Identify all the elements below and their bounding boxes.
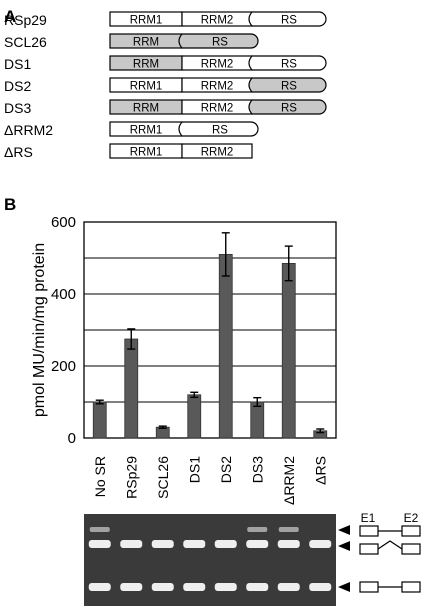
gel-band-control — [88, 583, 111, 591]
gel-band-spliced — [309, 540, 332, 548]
gel-band-control — [214, 583, 237, 591]
y-tick-label: 400 — [51, 286, 76, 303]
gel-images: E1 E2 — [84, 511, 421, 606]
domain-rs — [248, 99, 327, 115]
construct-row: DS3 RRM RRM2 RS — [4, 99, 327, 116]
y-tick-label: 0 — [68, 430, 76, 447]
error-bar — [316, 428, 325, 434]
bar — [250, 401, 265, 439]
domain-label: RS — [281, 59, 297, 71]
domain-rs — [178, 33, 259, 49]
gel-band-spliced — [183, 540, 206, 548]
gel-band-control — [183, 583, 206, 591]
gel-band-unspliced — [278, 527, 299, 532]
gel-band-control — [120, 583, 143, 591]
exon1-label: E1 — [361, 511, 376, 525]
construct-row: DS1 RRM RRM2 RS — [4, 55, 327, 72]
gel-band-control — [246, 583, 269, 591]
gel-band-spliced — [151, 540, 174, 548]
domain-label: RRM2 — [201, 81, 234, 93]
exon2-label: E2 — [404, 511, 419, 525]
domain-label: RRM2 — [201, 15, 234, 27]
domain-box — [181, 143, 253, 159]
domain-label: RS — [212, 125, 228, 137]
y-axis-label: pmol MU/min/mg protein — [31, 243, 48, 417]
y-tick-label: 600 — [51, 214, 76, 231]
bar — [281, 262, 296, 439]
construct-name: DS3 — [4, 100, 31, 116]
construct-name: RSp29 — [4, 12, 47, 28]
arrow-control — [338, 582, 350, 592]
domain-label: RRM — [133, 37, 159, 49]
domain-label: RRM2 — [201, 59, 234, 71]
arrow-unspliced — [338, 525, 350, 535]
gel-band-spliced — [88, 540, 111, 548]
construct-row: DS2 RRM1 RRM2 RS — [4, 77, 327, 94]
category-label: DS1 — [186, 456, 202, 483]
error-bar — [95, 399, 104, 405]
gel-band-spliced — [246, 540, 269, 548]
category-label: SCL26 — [155, 456, 171, 499]
error-bar — [221, 232, 230, 277]
bar — [124, 338, 139, 439]
gel-band-control — [151, 583, 174, 591]
error-bar — [158, 425, 167, 429]
category-label: RSp29 — [123, 456, 139, 499]
domain-label: RRM1 — [130, 147, 163, 159]
domain-label: RRM2 — [201, 147, 234, 159]
category-label: DS3 — [249, 456, 265, 483]
domain-label: RRM1 — [130, 81, 163, 93]
category-label: DS2 — [218, 456, 234, 483]
gel-band-unspliced — [247, 527, 268, 532]
gel-band-control — [309, 583, 332, 591]
domain-rs — [248, 77, 327, 93]
category-label: ΔRRM2 — [281, 456, 297, 505]
gel-band-spliced — [120, 540, 143, 548]
construct-name: ΔRS — [4, 144, 33, 160]
category-label: No SR — [92, 456, 108, 497]
bar-chart: pmol MU/min/mg protein 0 200 400 600 No SR RS… — [31, 214, 337, 505]
domain-rs — [178, 121, 259, 137]
domain-label: RS — [212, 37, 228, 49]
error-bar — [127, 328, 136, 350]
arrow-spliced — [338, 541, 350, 551]
construct-name: DS2 — [4, 78, 31, 94]
error-bar — [190, 391, 199, 399]
domain-label: RRM — [133, 103, 159, 115]
construct-row: ΔRRM2 RRM1 RS — [4, 121, 259, 138]
error-bar — [253, 396, 262, 408]
y-tick-label: 200 — [51, 358, 76, 375]
gel-band-spliced — [214, 540, 237, 548]
construct-name: ΔRRM2 — [4, 122, 53, 138]
bar — [187, 394, 202, 439]
gel-band-spliced — [277, 540, 300, 548]
domain-rs — [248, 55, 327, 71]
domain-rs — [248, 11, 327, 27]
category-label: ΔRS — [312, 456, 328, 485]
construct-row: SCL26 RRM RS — [4, 33, 259, 50]
construct-name: SCL26 — [4, 34, 47, 50]
construct-row: ΔRS RRM1 RRM2 — [4, 143, 253, 160]
bar — [92, 401, 107, 439]
domain-label: RS — [281, 81, 297, 93]
domain-label: RRM — [133, 59, 159, 71]
panel-b-letter: B — [4, 195, 16, 214]
domain-label: RS — [281, 103, 297, 115]
error-bar — [284, 245, 293, 282]
gel-band-control — [277, 583, 300, 591]
bar — [218, 253, 233, 439]
domain-label: RRM1 — [130, 15, 163, 27]
domain-label: RRM2 — [201, 103, 234, 115]
panel-a-letter: A — [4, 7, 16, 26]
gel-band-unspliced — [89, 527, 110, 532]
domain-label: RS — [281, 15, 297, 27]
domain-label: RRM1 — [130, 125, 163, 137]
construct-name: DS1 — [4, 56, 31, 72]
splice-diagram — [359, 525, 421, 593]
construct-row: RSp29 RRM1 RRM2 RS — [4, 11, 327, 28]
